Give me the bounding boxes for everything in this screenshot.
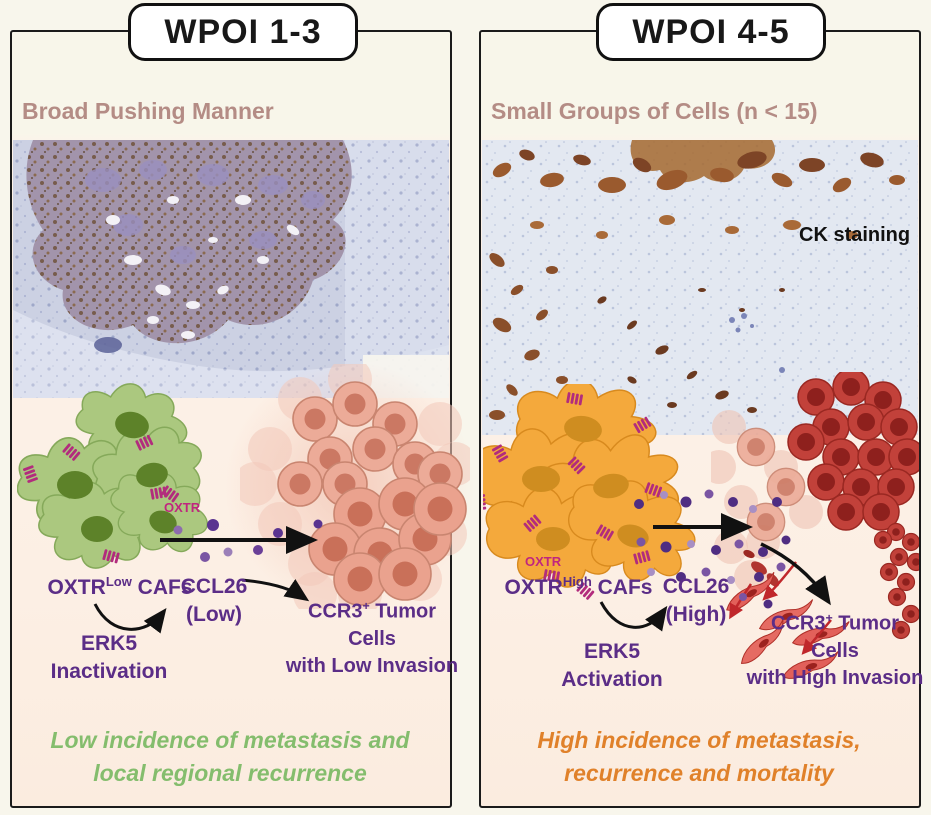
label-ccr3-low-invasion: CCR3+ Tumor Cells with Low Invasion: [285, 599, 459, 677]
label-ccr3-high-invasion: CCR3+ Tumor Cells with High Invasion: [746, 611, 924, 689]
outcome-text-left: Low incidence of metastasis and local re…: [50, 727, 410, 787]
green-cafs-illustration: [17, 377, 221, 575]
wpoi-badge-left: WPOI 1-3: [128, 3, 358, 61]
outcome-text-right: High incidence of metastasis, recurrence…: [537, 727, 861, 787]
label-erk5-inactivation: ERK5 Inactivation: [50, 632, 168, 684]
label-oxtr-high-cafs: OXTRHigh CAFs: [504, 574, 653, 599]
ck-staining-label: CK staining: [799, 224, 911, 246]
label-ccl26-low: CCL26 (Low): [180, 575, 248, 627]
label-erk5-activation: ERK5 Activation: [561, 640, 663, 692]
histology-image-left: [13, 140, 449, 398]
tumor-cluster-low-invasion: [240, 364, 470, 609]
erk5-to-ccl26-arrow: [93, 603, 167, 634]
subtitle-right: Small Groups of Cells (n < 15): [491, 98, 818, 124]
subtitle-left: Broad Pushing Manner: [22, 98, 274, 124]
panel-wpoi-4-5: Small Groups of Cells (n < 15): [479, 30, 924, 808]
ck-positive-groups: [489, 149, 905, 420]
oxtr-receptor-label-right: OXTR: [525, 554, 562, 569]
orange-cafs-illustration: [483, 384, 708, 601]
label-oxtr-low-cafs: OXTRLow CAFs: [47, 574, 193, 599]
caf-nuclei: [57, 411, 177, 542]
oxtr-receptor-label-left: OXTR: [164, 500, 201, 515]
label-ccl26-high: CCL26 (High): [662, 575, 730, 627]
wpoi-badge-right: WPOI 4-5: [596, 3, 826, 61]
panel-wpoi-1-3: Broad Pushing Manner: [10, 30, 476, 808]
